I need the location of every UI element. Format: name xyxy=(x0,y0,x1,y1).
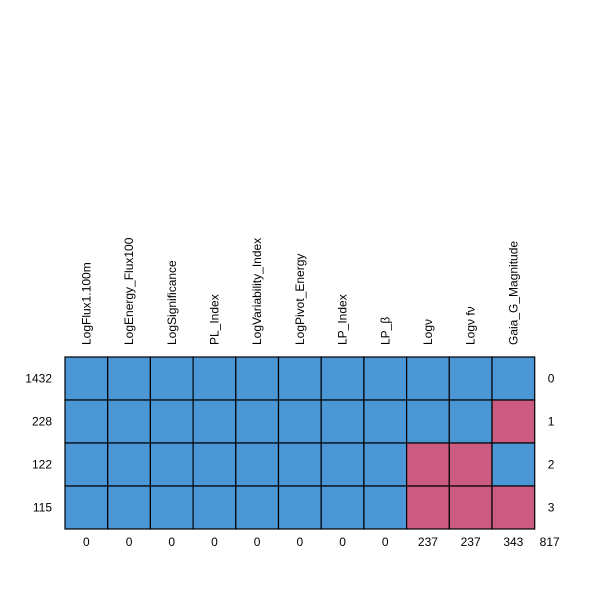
present-cell xyxy=(149,399,194,444)
column-label: LogEnergy_Flux100 xyxy=(122,237,136,345)
present-cell xyxy=(235,356,280,401)
column-missing-count: 0 xyxy=(211,535,218,549)
present-cell xyxy=(277,399,322,444)
present-cell xyxy=(149,442,194,487)
column-missing-count: 0 xyxy=(297,535,304,549)
present-cell xyxy=(491,442,536,487)
present-cell xyxy=(107,485,151,530)
column-missing-count: 0 xyxy=(83,535,90,549)
column-label: LP_β xyxy=(378,317,392,345)
missing-cell xyxy=(491,485,536,530)
column-label: LogFlux1.100m xyxy=(79,262,93,345)
row-index-label: 2 xyxy=(548,458,555,472)
present-cell xyxy=(363,356,408,401)
total-missing-count: 817 xyxy=(540,535,560,549)
missing-cell xyxy=(491,399,536,444)
present-cell xyxy=(320,485,365,530)
present-cell xyxy=(192,399,237,444)
column-missing-count: 0 xyxy=(126,535,133,549)
column-label: Logν fν xyxy=(464,306,478,345)
column-missing-count: 0 xyxy=(168,535,175,549)
present-cell xyxy=(149,356,194,401)
column-label: PL_Index xyxy=(207,294,221,345)
row-index-label: 1 xyxy=(548,415,555,429)
missing-cell xyxy=(406,485,450,530)
missing-cell xyxy=(406,442,450,487)
row-index-label: 3 xyxy=(548,501,555,515)
present-cell xyxy=(363,485,408,530)
present-cell xyxy=(192,485,237,530)
present-cell xyxy=(406,399,450,444)
column-missing-count: 343 xyxy=(503,535,523,549)
column-label: LP_Index xyxy=(336,294,350,345)
row-count-label: 122 xyxy=(32,458,52,472)
present-cell xyxy=(235,399,280,444)
present-cell xyxy=(64,356,109,401)
present-cell xyxy=(320,442,365,487)
row-count-labels: 1432 228 122 115 xyxy=(25,372,52,515)
column-missing-count: 237 xyxy=(418,535,438,549)
column-missing-count: 0 xyxy=(382,535,389,549)
row-index-label: 0 xyxy=(548,372,555,386)
present-cell xyxy=(277,442,322,487)
present-cell xyxy=(320,356,365,401)
column-label: LogPivot_Energy xyxy=(293,254,307,345)
present-cell xyxy=(107,356,151,401)
row-count-label: 115 xyxy=(33,501,52,515)
present-cell xyxy=(192,442,237,487)
column-label: Logν xyxy=(421,319,435,345)
column-missing-count: 0 xyxy=(254,535,261,549)
present-cell xyxy=(320,399,365,444)
missing-cell xyxy=(448,442,493,487)
column-missing-counts: 0 0 0 0 0 0 0 0 237 237 343 xyxy=(83,535,524,549)
present-cell xyxy=(149,485,194,530)
column-label: LogVariability_Index xyxy=(250,238,264,345)
row-index-labels: 0 1 2 3 xyxy=(548,372,555,515)
present-cell xyxy=(235,442,280,487)
present-cell xyxy=(64,485,109,530)
heatmap-cells xyxy=(64,356,536,530)
present-cell xyxy=(448,356,493,401)
present-cell xyxy=(406,356,450,401)
column-missing-count: 237 xyxy=(461,535,481,549)
column-label: Gaia_G_Magnitude xyxy=(506,241,520,345)
present-cell xyxy=(235,485,280,530)
present-cell xyxy=(491,356,536,401)
column-label: LogSignificance xyxy=(165,260,179,345)
present-cell xyxy=(363,442,408,487)
present-cell xyxy=(107,442,151,487)
present-cell xyxy=(64,442,109,487)
present-cell xyxy=(107,399,151,444)
present-cell xyxy=(277,356,322,401)
present-cell xyxy=(363,399,408,444)
present-cell xyxy=(277,485,322,530)
missing-cell xyxy=(448,485,493,530)
present-cell xyxy=(448,399,493,444)
column-labels: LogFlux1.100m LogEnergy_Flux100 LogSignifi… xyxy=(79,237,520,345)
row-count-label: 1432 xyxy=(25,372,52,386)
column-missing-count: 0 xyxy=(339,535,346,549)
present-cell xyxy=(192,356,237,401)
row-count-label: 228 xyxy=(32,415,52,429)
present-cell xyxy=(64,399,109,444)
